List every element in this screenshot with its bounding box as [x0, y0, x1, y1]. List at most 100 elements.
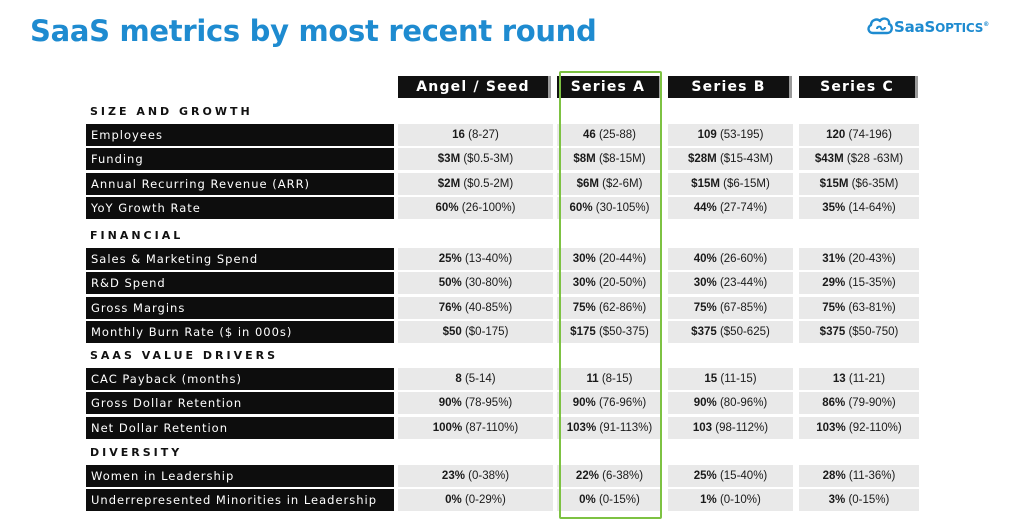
row-label: YoY Growth Rate — [86, 197, 394, 220]
table-cell: 22% (6-38%) — [557, 465, 662, 487]
cell-value: 30% — [572, 277, 596, 290]
cell-value: 60% — [569, 202, 593, 215]
table-cell: 35% (14-64%) — [799, 197, 919, 220]
cell-value: 3% — [828, 494, 846, 507]
cell-value: 50% — [438, 277, 462, 290]
cell-range: ($6-15M) — [719, 177, 770, 190]
cell-range: (67-85%) — [716, 301, 768, 314]
cell-range: (92-110%) — [845, 421, 902, 434]
cell-value: 40% — [693, 253, 717, 265]
table-cell: 103 (98-112%) — [668, 416, 793, 439]
cell-range: (53-195) — [716, 129, 764, 141]
cell-value: $3M — [437, 153, 461, 166]
table-cell: 16 (8-27) — [398, 124, 553, 146]
cell-range: (6-38%) — [598, 470, 644, 482]
cell-range: (79-90%) — [845, 397, 896, 410]
series-a-highlight — [559, 71, 662, 519]
cell-value: 16 — [452, 129, 465, 141]
table-cell: $375 ($50-625) — [668, 321, 793, 344]
cell-value: 90% — [438, 397, 462, 410]
table-cell: $43M ($28 -63M) — [799, 148, 919, 171]
cell-range: (11-15) — [717, 373, 757, 385]
cell-value: 76% — [438, 301, 462, 314]
cell-range: (26-100%) — [458, 202, 516, 215]
table-cell: 40% (26-60%) — [668, 248, 793, 270]
row-label: Underrepresented Minorities in Leadershi… — [86, 489, 394, 512]
cell-value: $375 — [691, 326, 717, 339]
table-cell: 30% (20-44%) — [557, 248, 662, 270]
cell-value: 28% — [822, 470, 846, 482]
table-cell: 90% (78-95%) — [398, 392, 553, 415]
row-label: Annual Recurring Revenue (ARR) — [86, 172, 394, 195]
cell-range: (98-112%) — [712, 421, 769, 434]
cell-value: $2M — [437, 177, 461, 190]
table-cell: $2M ($0.5-2M) — [398, 172, 553, 195]
cell-value: $175 — [570, 326, 596, 339]
cell-value: 75% — [822, 301, 846, 314]
cell-range: (13-40%) — [461, 253, 513, 265]
table-cell: 23% (0-38%) — [398, 465, 553, 487]
cell-range: (30-105%) — [592, 202, 650, 215]
row-label: Sales & Marketing Spend — [86, 248, 394, 270]
section-heading: FINANCIAL — [90, 229, 184, 242]
cell-value: 30% — [572, 253, 596, 265]
cell-value: 31% — [822, 253, 846, 265]
cell-value: 75% — [693, 301, 717, 314]
cell-value: $6M — [576, 177, 599, 190]
cell-range: (76-96%) — [595, 397, 647, 410]
table-cell: $6M ($2-6M) — [557, 172, 662, 195]
cell-range: (74-196) — [845, 129, 892, 141]
cell-value: 103% — [816, 421, 846, 434]
cell-range: (27-74%) — [716, 202, 768, 215]
row-label: Gross Margins — [86, 296, 394, 319]
cell-value: $15M — [691, 177, 720, 190]
cell-range: (87-110%) — [462, 421, 519, 434]
table-cell: 75% (63-81%) — [799, 296, 919, 319]
cell-value: 13 — [832, 373, 846, 385]
table-cell: 11 (8-15) — [557, 368, 662, 390]
cell-range: (26-60%) — [716, 253, 768, 265]
table-cell: 13 (11-21) — [799, 368, 919, 390]
cell-range: ($28 -63M) — [843, 153, 904, 166]
cell-range: (78-95%) — [461, 397, 513, 410]
cell-value: 11 — [586, 373, 599, 385]
cell-range: (0-29%) — [461, 494, 506, 507]
row-label: Funding — [86, 148, 394, 171]
table-cell: 3% (0-15%) — [799, 489, 919, 512]
cell-range: (91-113%) — [596, 421, 653, 434]
table-cell: $8M ($8-15M) — [557, 148, 662, 171]
table-cell: 25% (13-40%) — [398, 248, 553, 270]
table-cell: 28% (11-36%) — [799, 465, 919, 487]
row-label: Gross Dollar Retention — [86, 392, 394, 415]
cell-value: 90% — [572, 397, 596, 410]
table-cell: 103% (91-113%) — [557, 416, 662, 439]
cell-range: (15-35%) — [845, 277, 896, 290]
table-cell: 75% (62-86%) — [557, 296, 662, 319]
cell-value: 0% — [445, 494, 462, 507]
cell-range: (0-10%) — [716, 494, 761, 507]
cell-range: (40-85%) — [461, 301, 513, 314]
cell-range: (30-80%) — [461, 277, 513, 290]
column-header-3: Series C — [799, 76, 918, 98]
cell-value: 86% — [822, 397, 846, 410]
cell-range: ($50-375) — [595, 326, 649, 339]
table-cell: 30% (20-50%) — [557, 272, 662, 295]
table-cell: 109 (53-195) — [668, 124, 793, 146]
cell-value: 60% — [435, 202, 459, 215]
section-heading: SIZE AND GROWTH — [90, 105, 253, 118]
logo-suffix: OPTICS — [935, 21, 984, 35]
table-cell: $375 ($50-750) — [799, 321, 919, 344]
cell-value: 29% — [822, 277, 846, 290]
cell-value: $28M — [687, 153, 717, 166]
cell-range: (0-38%) — [464, 470, 510, 482]
table-cell: 76% (40-85%) — [398, 296, 553, 319]
cell-value: 8 — [455, 373, 462, 385]
cell-range: ($8-15M) — [595, 153, 646, 166]
table-cell: $175 ($50-375) — [557, 321, 662, 344]
table-cell: 29% (15-35%) — [799, 272, 919, 295]
cloud-logo-icon — [867, 17, 893, 35]
table-cell: 86% (79-90%) — [799, 392, 919, 415]
cell-range: ($6-35M) — [848, 177, 899, 190]
logo-main: SaaS — [894, 18, 936, 36]
cell-value: 25% — [693, 470, 717, 482]
